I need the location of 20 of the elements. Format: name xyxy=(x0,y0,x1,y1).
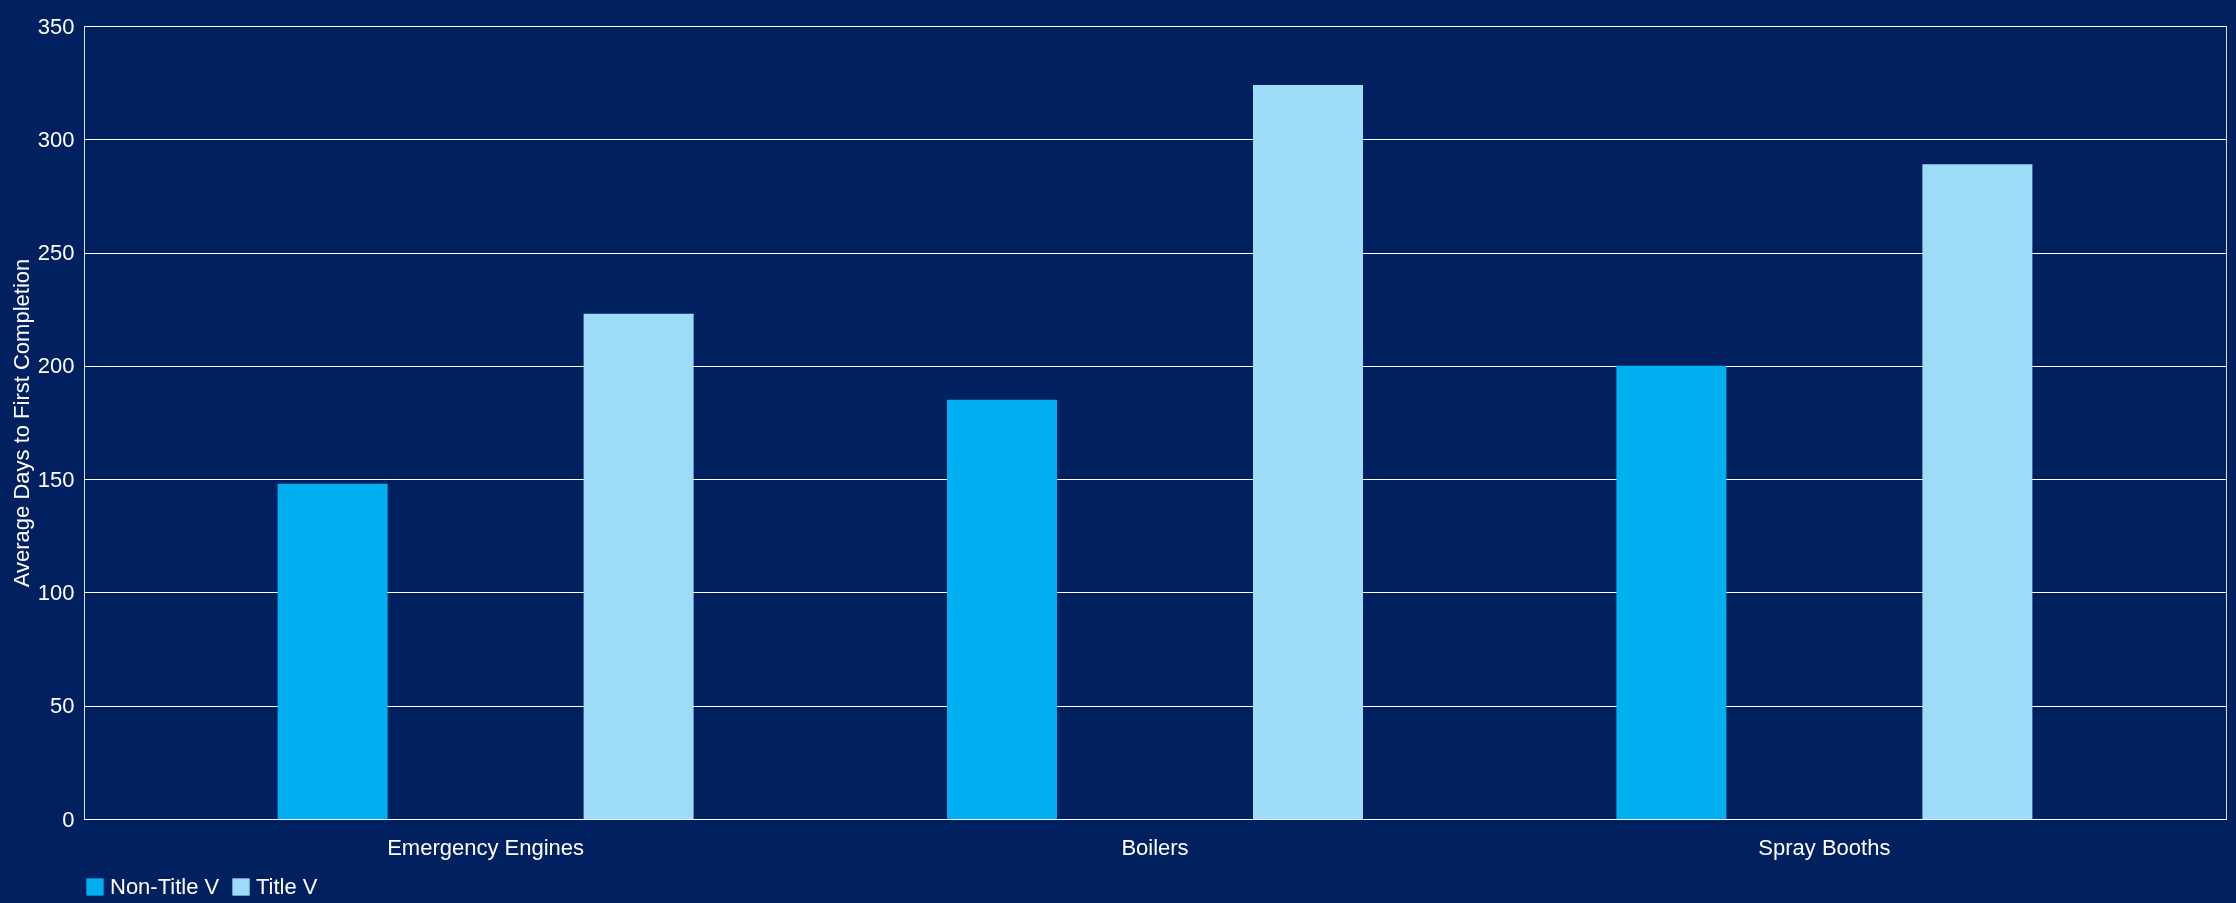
y-tick-label: 100 xyxy=(37,579,75,605)
y-tick-label: 50 xyxy=(50,693,75,719)
bar xyxy=(1616,365,1727,819)
bar xyxy=(1922,164,2033,819)
bar xyxy=(277,483,388,819)
x-tick-label: Boilers xyxy=(1121,834,1189,860)
x-tick-label: Spray Booths xyxy=(1758,834,1891,860)
y-tick-label: 0 xyxy=(62,806,75,832)
y-tick-label: 250 xyxy=(37,240,75,266)
y-tick-label: 200 xyxy=(37,353,75,379)
legend-label: Non-Title V xyxy=(110,874,220,899)
bar xyxy=(583,313,694,819)
bar xyxy=(947,399,1057,819)
legend-label: Title V xyxy=(256,874,318,899)
bar xyxy=(1253,84,1363,819)
y-tick-label: 300 xyxy=(37,126,75,152)
y-axis-title: Average Days to First Completion xyxy=(8,258,34,588)
x-tick-label: Emergency Engines xyxy=(387,834,585,860)
y-tick-label: 350 xyxy=(37,13,75,39)
y-tick-label: 150 xyxy=(37,466,75,492)
